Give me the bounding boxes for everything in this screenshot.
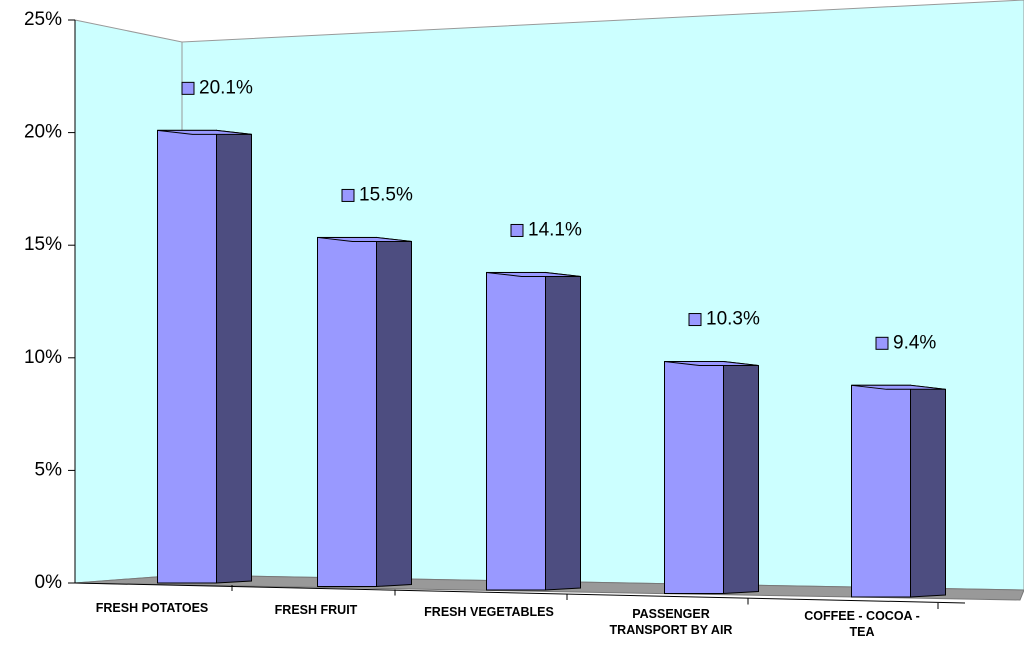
x-tick-label: FRESH FRUIT (274, 603, 358, 617)
bar-top (317, 236, 412, 242)
bar (486, 271, 546, 591)
y-tick-label: 0% (35, 572, 63, 593)
bar (851, 384, 911, 598)
x-tick-label: FRESH POTATOES (95, 601, 209, 615)
bar-side (376, 236, 412, 588)
bar (664, 361, 724, 594)
data-label: 14.1% (528, 219, 582, 240)
label-marker (688, 313, 702, 327)
bar-side (723, 360, 759, 595)
y-tick-label: 15% (24, 234, 62, 255)
label-marker (875, 336, 889, 350)
label-marker (510, 223, 524, 237)
data-label: 9.4% (893, 332, 936, 353)
data-label: 15.5% (359, 184, 413, 205)
x-axis (74, 582, 966, 604)
x-tick-label: PASSENGER TRANSPORT BY AIR (609, 607, 733, 637)
bar-top (157, 129, 252, 135)
data-label: 10.3% (706, 309, 760, 330)
y-tick-label: 10% (24, 347, 62, 368)
bar (157, 129, 217, 584)
bar-top (851, 384, 946, 390)
bar-side (910, 384, 946, 598)
data-label: 20.1% (199, 77, 253, 98)
x-tick-label: FRESH VEGETABLES (424, 605, 554, 619)
bar-top (486, 271, 581, 277)
label-marker (181, 81, 195, 95)
bar (317, 236, 377, 587)
y-tick-label: 5% (35, 459, 63, 480)
bar-top (664, 361, 759, 367)
y-tick-label: 20% (24, 122, 62, 143)
x-tick-label: COFFEE - COCOA - TEA (804, 609, 920, 639)
bar-side (545, 271, 581, 591)
y-tick-label: 25% (24, 9, 62, 30)
bar-side (216, 129, 252, 584)
label-marker (341, 188, 355, 202)
